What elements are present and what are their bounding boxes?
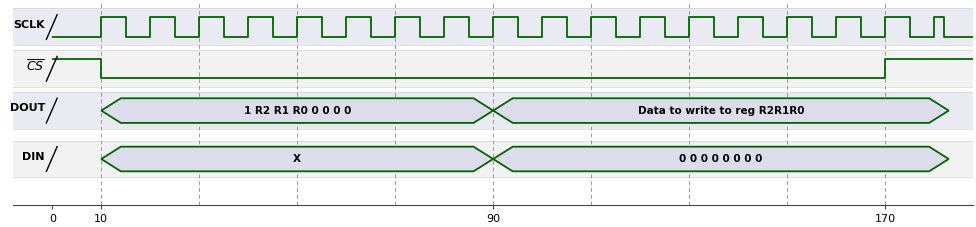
Text: 0 0 0 0 0 0 0 0: 0 0 0 0 0 0 0 0: [679, 154, 762, 164]
Text: DIN: DIN: [22, 152, 45, 162]
Polygon shape: [493, 147, 949, 171]
Bar: [13, 141, 973, 178]
Bar: [13, 50, 973, 87]
Text: 1 R2 R1 R0 0 0 0 0: 1 R2 R1 R0 0 0 0 0: [243, 106, 351, 116]
Bar: [13, 92, 973, 129]
Polygon shape: [493, 98, 949, 123]
Text: X: X: [293, 154, 302, 164]
Text: $\overline{CS}$: $\overline{CS}$: [26, 59, 45, 74]
Text: Data to write to reg R2R1R0: Data to write to reg R2R1R0: [637, 106, 804, 116]
Polygon shape: [102, 147, 493, 171]
Text: DOUT: DOUT: [10, 103, 45, 113]
Bar: [13, 8, 973, 45]
Polygon shape: [102, 98, 493, 123]
Text: SCLK: SCLK: [14, 20, 45, 30]
